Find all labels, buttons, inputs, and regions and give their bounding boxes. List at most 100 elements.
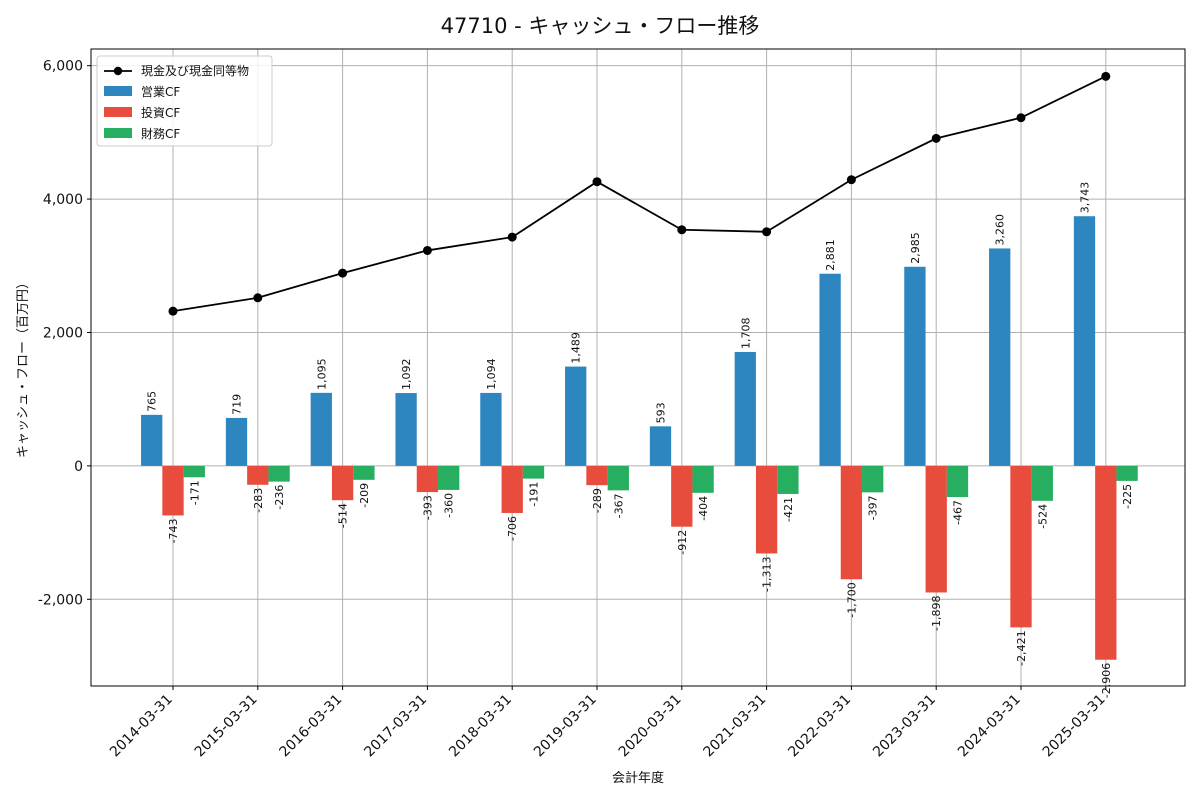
investing-cf-label: -912 — [676, 530, 689, 555]
x-tick-label: 2022-03-31 — [785, 692, 854, 761]
financing-cf-bar — [607, 465, 629, 491]
financing-cf-label: -191 — [528, 482, 541, 507]
operating-cf-label: 3,260 — [994, 214, 1007, 245]
financing-cf-label: -467 — [952, 500, 965, 525]
financing-cf-label: -360 — [443, 493, 456, 518]
operating-cf-label: 1,489 — [570, 332, 583, 364]
operating-cf-bar — [734, 351, 756, 466]
operating-cf-bar — [480, 392, 502, 466]
x-tick-label: 2021-03-31 — [701, 692, 770, 761]
x-tick-label: 2023-03-31 — [870, 692, 939, 761]
investing-cf-label: -2,906 — [1100, 663, 1113, 698]
financing-cf-bar — [946, 465, 969, 498]
x-axis-title: 会計年度 — [612, 770, 664, 786]
operating-cf-label: 1,708 — [739, 317, 752, 349]
operating-cf-bar — [819, 273, 841, 466]
legend-label-investing: 投資CF — [141, 105, 180, 120]
x-tick-label: 2024-03-31 — [955, 692, 1024, 761]
x-tick-label: 2020-03-31 — [616, 692, 685, 761]
operating-cf-bar — [989, 248, 1011, 466]
financing-cf-label: -421 — [782, 497, 795, 522]
legend-swatch-investing — [104, 107, 132, 117]
operating-cf-bar — [225, 417, 248, 466]
financing-cf-label: -404 — [697, 496, 710, 521]
financing-cf-bar — [183, 465, 205, 478]
financing-cf-label: -367 — [612, 493, 625, 518]
cash-line-series — [168, 71, 1111, 316]
investing-cf-bar — [1010, 465, 1032, 628]
cash-point — [168, 306, 178, 316]
cash-line — [172, 75, 1107, 313]
financing-cf-label: -236 — [273, 485, 286, 510]
financing-cf-bar — [862, 465, 884, 493]
investing-cf-bar — [840, 465, 863, 580]
x-tick-label: 2025-03-31 — [1040, 692, 1109, 761]
investing-cf-bar — [671, 465, 693, 527]
cash-point — [338, 268, 348, 278]
grid-lines — [91, 49, 1185, 686]
x-tick-label: 2017-03-31 — [361, 692, 430, 761]
cash-point — [507, 232, 517, 242]
investing-cf-label: -706 — [506, 516, 519, 541]
legend-label-operating: 営業CF — [141, 85, 180, 99]
investing-cf-label: -283 — [252, 488, 265, 513]
financing-cf-bar — [353, 465, 375, 480]
legend: 現金及び現金同等物 営業CF 投資CF 財務CF — [96, 55, 273, 147]
operating-cf-bar — [565, 366, 587, 466]
investing-cf-bar — [755, 465, 778, 554]
legend-swatch-financing — [104, 128, 132, 138]
operating-cf-label: 1,095 — [315, 358, 328, 390]
y-tick-label: 2,000 — [43, 325, 83, 341]
investing-cf-label: -1,313 — [761, 556, 774, 591]
investing-cf-label: -514 — [337, 503, 350, 528]
operating-cf-label: 1,094 — [485, 358, 498, 390]
x-tick-label: 2016-03-31 — [277, 692, 346, 761]
operating-cf-label: 719 — [231, 394, 244, 415]
x-tick-label: 2018-03-31 — [446, 692, 515, 761]
investing-cf-bar — [501, 465, 523, 513]
investing-cf-bar — [162, 465, 184, 516]
investing-cf-label: -1,898 — [930, 595, 943, 630]
investing-cf-bar — [1095, 465, 1117, 660]
cash-point — [253, 293, 263, 303]
financing-cf-bar — [777, 465, 799, 494]
x-tick-label: 2019-03-31 — [531, 692, 600, 761]
legend-box — [96, 55, 273, 147]
cash-point — [677, 225, 687, 235]
financing-cf-bar — [692, 465, 714, 493]
financing-cf-label: -225 — [1121, 484, 1134, 509]
cash-point — [592, 177, 602, 187]
bars — [141, 216, 1138, 660]
investing-cf-label: -393 — [421, 495, 434, 520]
financing-cf-bar — [1031, 465, 1053, 501]
operating-cf-bar — [1073, 216, 1096, 466]
financing-cf-bar — [438, 465, 460, 490]
x-tick-label: 2015-03-31 — [192, 692, 261, 761]
financing-cf-label: -171 — [188, 480, 201, 505]
operating-cf-bar — [649, 426, 672, 466]
investing-cf-label: -1,700 — [845, 582, 858, 617]
operating-cf-bar — [141, 414, 163, 466]
operating-cf-bar — [395, 393, 417, 466]
investing-cf-bar — [416, 465, 439, 493]
operating-cf-label: 1,092 — [400, 359, 413, 391]
operating-cf-bar — [904, 266, 926, 466]
plot-frame — [90, 48, 1186, 687]
operating-cf-label: 3,743 — [1079, 182, 1092, 214]
cash-point — [422, 245, 432, 255]
investing-cf-bar — [925, 465, 947, 593]
financing-cf-bar — [1116, 465, 1138, 481]
financing-cf-label: -209 — [358, 483, 371, 508]
investing-cf-bar — [331, 465, 354, 501]
financing-cf-label: -397 — [867, 495, 880, 520]
y-tick-label: 4,000 — [43, 192, 83, 208]
cash-point — [846, 175, 856, 185]
operating-cf-bar — [310, 392, 332, 466]
investing-cf-bar — [247, 465, 269, 485]
legend-marker-swatch — [113, 66, 123, 76]
y-tick-label: 6,000 — [43, 59, 83, 75]
investing-cf-bar — [586, 465, 608, 486]
y-tick-label: -2,000 — [38, 592, 83, 608]
legend-label-cash: 現金及び現金同等物 — [141, 63, 249, 78]
